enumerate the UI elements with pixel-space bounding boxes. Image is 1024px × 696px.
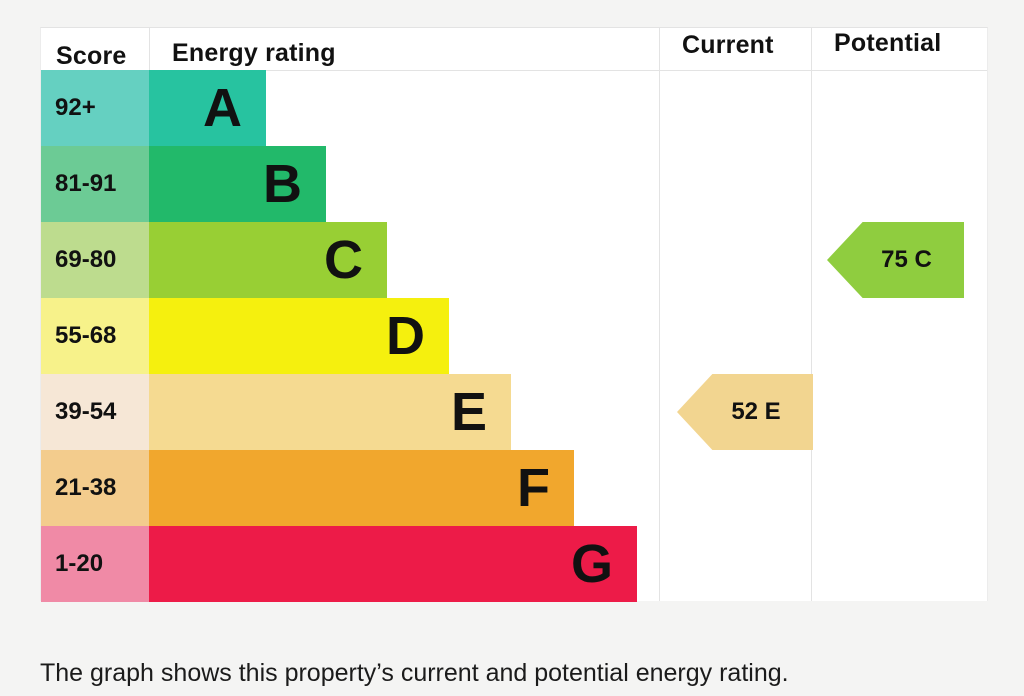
rating-letter-f: F [517,458,550,518]
potential-column-left-divider [811,28,812,601]
current-header: Current [682,31,774,59]
score-range-e: 39-54 [41,374,149,450]
rating-band-c: C [149,222,387,298]
current-rating-marker: 52 E [677,374,813,450]
rating-letter-c: C [324,230,363,290]
score-range-f: 21-38 [41,450,149,526]
energy-rating-chart: Score Energy rating Current Potential 92… [40,27,988,602]
rating-band-a: A [149,70,266,146]
rating-band-g: G [149,526,637,602]
rating-letter-a: A [203,78,242,138]
score-range-d: 55-68 [41,298,149,374]
rating-letter-g: G [570,534,613,594]
chart-caption: The graph shows this property’s current … [40,659,789,687]
score-range-b: 81-91 [41,146,149,222]
rating-band-b: B [149,146,326,222]
score-column-divider [149,28,150,70]
rating-letter-d: D [386,306,425,366]
score-range-c: 69-80 [41,222,149,298]
header-bottom-border [41,70,987,71]
current-column-left-divider [659,28,660,601]
rating-band-d: D [149,298,449,374]
score-header: Score [56,42,127,70]
rating-band-e: E [149,374,511,450]
rating-letter-e: E [450,382,487,442]
score-range-a: 92+ [41,70,149,146]
potential-rating-marker: 75 C [827,222,964,298]
rating-band-f: F [149,450,574,526]
score-range-g: 1-20 [41,526,149,602]
energy-rating-header: Energy rating [172,39,336,67]
rating-letter-b: B [263,154,302,214]
potential-header: Potential [834,29,942,57]
